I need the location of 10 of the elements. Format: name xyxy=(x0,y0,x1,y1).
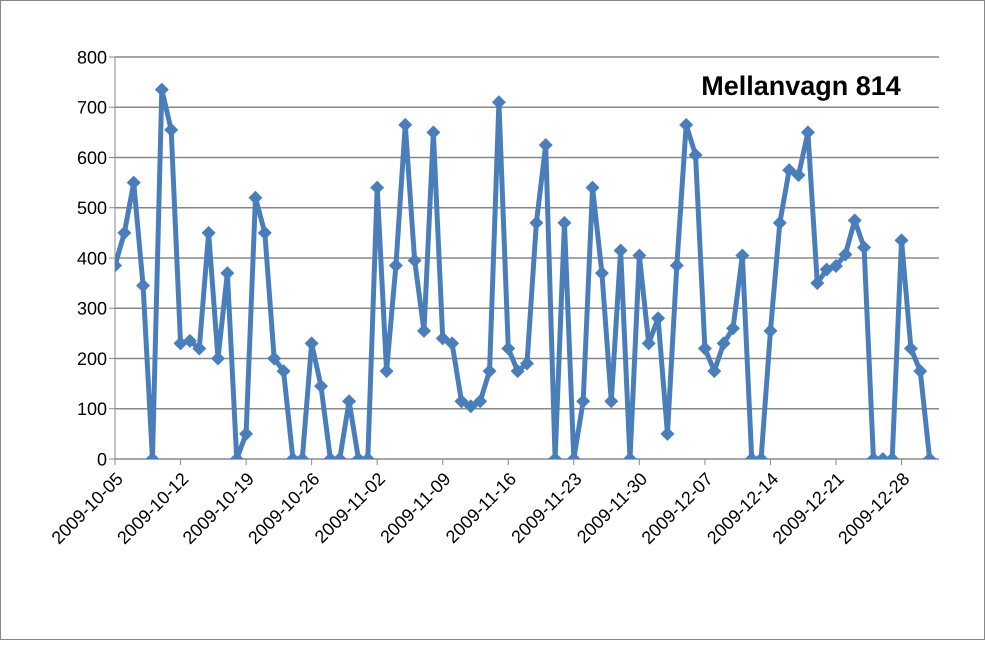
y-tick-label: 500 xyxy=(76,198,107,218)
y-tick-label: 700 xyxy=(76,98,107,118)
y-tick-label: 600 xyxy=(76,148,107,168)
y-tick-label: 0 xyxy=(96,449,107,470)
y-tick-label: 200 xyxy=(76,348,107,369)
y-tick-label: 400 xyxy=(76,248,107,268)
text: Mellanvagn 814 xyxy=(700,71,902,102)
y-tick-label: 300 xyxy=(76,298,107,319)
y-tick-label: 100 xyxy=(76,399,107,420)
y-tick-label: 800 xyxy=(76,47,107,68)
